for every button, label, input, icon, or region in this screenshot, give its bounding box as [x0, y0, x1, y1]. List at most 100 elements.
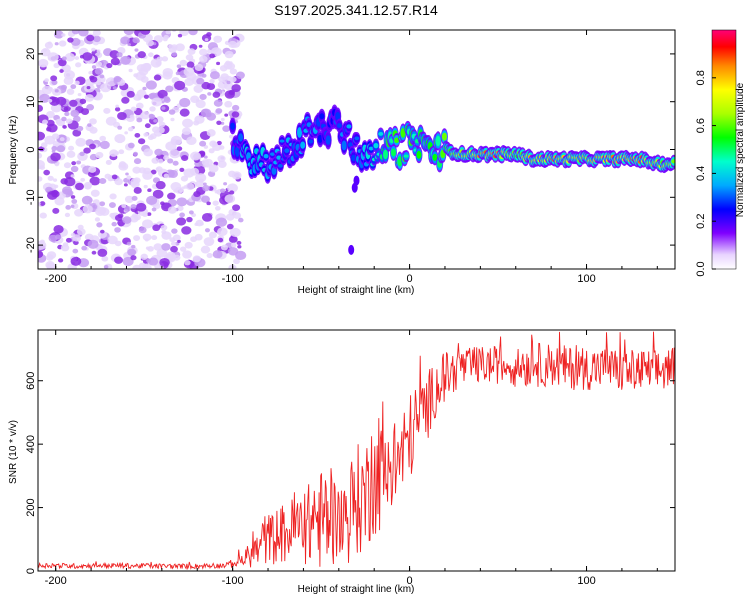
noise-blob	[70, 204, 75, 208]
noise-blob	[179, 167, 185, 172]
noise-blob	[76, 228, 86, 236]
noise-blob	[136, 117, 143, 123]
noise-blob	[54, 197, 65, 206]
noise-blob	[71, 198, 78, 204]
snr-y-tick-label: 0	[25, 568, 37, 574]
noise-blob	[165, 30, 171, 35]
noise-blob	[168, 109, 176, 115]
noise-blob	[226, 223, 234, 230]
noise-blob	[138, 262, 146, 269]
noise-blob	[179, 246, 187, 252]
noise-blob	[67, 145, 75, 151]
noise-blob	[81, 195, 93, 205]
noise-blob	[151, 207, 157, 212]
noise-blob	[122, 216, 132, 224]
noise-blob	[216, 140, 222, 146]
noise-blob	[66, 88, 75, 95]
noise-blob	[203, 145, 209, 149]
noise-blob	[64, 111, 70, 117]
signal-core	[277, 163, 283, 168]
noise-blob	[180, 175, 189, 182]
noise-blob	[62, 125, 67, 129]
noise-blob	[89, 176, 101, 186]
noise-blob	[214, 189, 219, 194]
noise-blob	[200, 245, 211, 254]
noise-blob	[57, 258, 64, 263]
noise-blob	[223, 182, 228, 186]
noise-blob	[38, 146, 45, 152]
noise-blob	[70, 174, 75, 178]
noise-blob	[103, 107, 111, 114]
signal-core	[335, 111, 341, 121]
noise-blob	[38, 250, 44, 259]
noise-blob	[199, 93, 207, 101]
noise-blob	[138, 226, 147, 234]
noise-blob	[38, 176, 43, 182]
signal-core	[300, 141, 306, 149]
noise-blob	[81, 245, 88, 251]
noise-blob	[167, 206, 177, 214]
noise-blob	[72, 129, 82, 137]
noise-blob	[70, 165, 79, 173]
noise-blob	[120, 36, 130, 45]
noise-blob	[199, 140, 207, 147]
noise-blob	[92, 30, 101, 37]
noise-blob	[52, 207, 60, 214]
noise-blob	[91, 47, 96, 52]
noise-blob	[155, 167, 160, 171]
noise-blob	[206, 252, 213, 259]
noise-blob	[118, 149, 125, 155]
noise-blob	[201, 213, 213, 222]
noise-blob	[160, 201, 165, 206]
noise-blob	[148, 257, 159, 266]
noise-blob	[155, 181, 166, 190]
noise-blob	[188, 30, 198, 36]
noise-blob	[190, 236, 198, 243]
noise-blob	[161, 229, 167, 235]
noise-blob	[114, 107, 121, 112]
noise-blob	[208, 164, 219, 173]
noise-blob	[87, 123, 92, 127]
noise-blob	[89, 143, 96, 150]
noise-blob	[212, 91, 221, 98]
noise-blob	[59, 137, 65, 142]
noise-blob	[109, 212, 116, 218]
spectrogram-x-label: Height of straight line (km)	[298, 285, 415, 296]
noise-blob	[95, 61, 103, 67]
noise-blob	[158, 121, 166, 128]
noise-blob	[229, 190, 235, 195]
noise-blob	[198, 178, 204, 183]
noise-blob	[199, 48, 208, 56]
signal-core	[435, 135, 441, 147]
noise-blob	[123, 183, 128, 187]
noise-blob	[228, 40, 237, 49]
noise-blob	[168, 44, 174, 49]
noise-blob	[228, 235, 238, 244]
noise-blob	[145, 80, 157, 90]
noise-blob	[176, 217, 187, 226]
noise-blob	[206, 129, 216, 137]
noise-blob	[224, 113, 229, 117]
noise-blob	[110, 57, 120, 66]
noise-blob	[229, 68, 238, 75]
noise-blob	[39, 201, 46, 206]
noise-blob	[96, 81, 101, 86]
noise-blob	[46, 110, 55, 119]
noise-blob	[63, 106, 69, 111]
noise-blob	[185, 54, 194, 61]
noise-blob	[133, 73, 139, 78]
signal-core	[346, 124, 352, 129]
noise-blob	[170, 117, 175, 122]
noise-blob	[207, 92, 212, 96]
noise-blob	[209, 71, 220, 80]
noise-blob	[70, 109, 80, 118]
noise-blob	[96, 222, 103, 228]
noise-blob	[176, 146, 183, 151]
noise-blob	[148, 113, 154, 118]
signal-core	[308, 139, 314, 144]
noise-blob	[156, 56, 163, 62]
snr-frame	[37, 329, 676, 572]
noise-blob	[153, 74, 162, 81]
noise-blob	[179, 108, 190, 117]
noise-blob	[112, 86, 117, 90]
